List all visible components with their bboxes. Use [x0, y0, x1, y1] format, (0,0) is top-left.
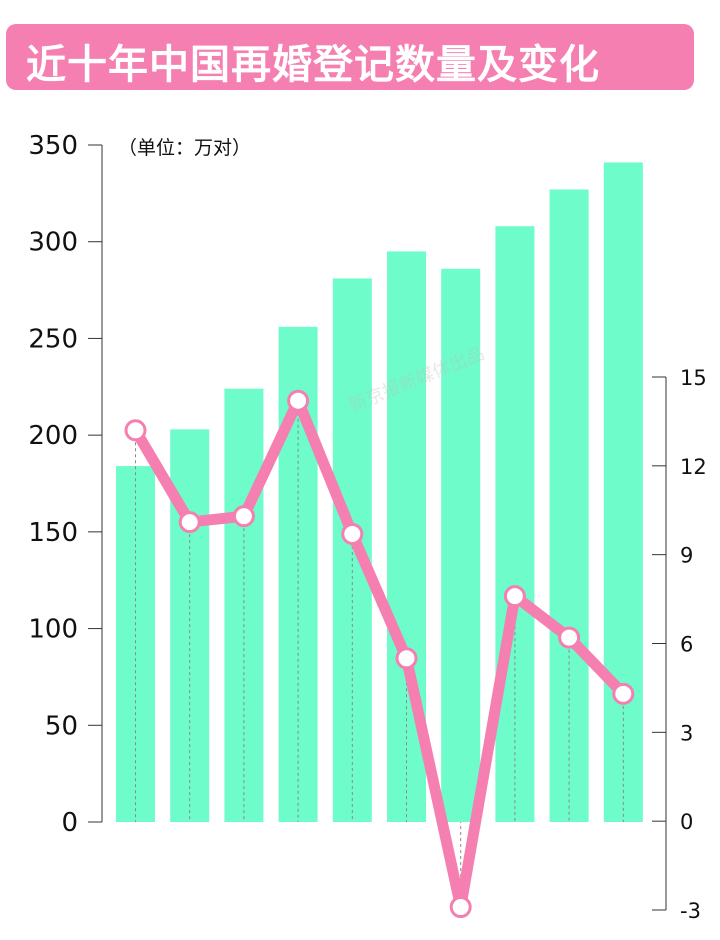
line-point [232, 505, 255, 528]
right-tick-label: 12 [680, 455, 707, 479]
right-tick-label: 6 [680, 633, 693, 657]
left-tick-label: 50 [45, 711, 78, 741]
bar [441, 268, 481, 822]
line-point [341, 522, 364, 545]
left-tick-label: 200 [28, 421, 78, 451]
right-tick-label: 15 [680, 366, 707, 390]
unit-label: （单位：万对） [118, 137, 252, 159]
bar [603, 162, 643, 822]
right-tick-label: 9 [680, 544, 693, 568]
left-tick-label: 250 [28, 324, 78, 354]
line-point [503, 585, 526, 608]
chart-title: 近十年中国再婚登记数量及变化 [26, 42, 600, 88]
right-tick-label: -3 [680, 899, 701, 923]
title-banner: 近十年中国再婚登记数量及变化 [6, 24, 694, 90]
bar [495, 226, 535, 823]
bar [224, 388, 264, 822]
right-tick-label: 3 [680, 721, 693, 745]
left-tick-label: 0 [61, 808, 78, 838]
line-point [449, 896, 472, 919]
line-point [612, 682, 635, 705]
line-point [395, 647, 418, 670]
left-tick-label: 100 [28, 615, 78, 645]
line-point [124, 419, 147, 442]
left-tick-label: 350 [28, 131, 78, 161]
right-tick-label: 0 [680, 810, 693, 834]
line-series [130, 395, 629, 913]
line-point [178, 511, 201, 534]
line-point [287, 389, 310, 412]
left-tick-label: 300 [28, 228, 78, 258]
line-point [558, 626, 581, 649]
left-tick-label: 150 [28, 518, 78, 548]
bar [549, 189, 589, 822]
